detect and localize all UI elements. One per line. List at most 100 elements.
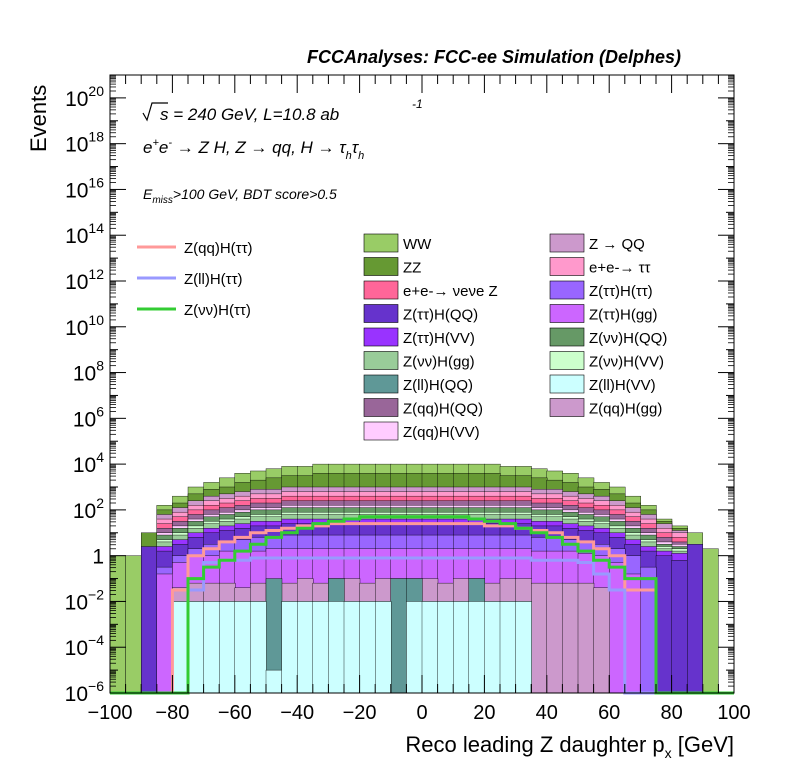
stack-bin bbox=[328, 601, 345, 694]
legend-swatch bbox=[363, 351, 399, 370]
legend-swatch bbox=[549, 351, 585, 370]
axes: −100 −80 −60 −40 −20 0 20 40 60 80 100 10−6 10−4 10−2… bbox=[65, 74, 751, 724]
stack-bin bbox=[484, 601, 501, 694]
y-tick-label: 104 bbox=[73, 449, 104, 477]
legend-swatch bbox=[363, 304, 399, 323]
legend-swatch bbox=[363, 374, 399, 394]
legend-swatch bbox=[363, 233, 399, 253]
legend-swatch bbox=[363, 280, 399, 300]
legend-label: Z(νν)H(gg) bbox=[403, 354, 475, 371]
stack-bin bbox=[265, 669, 283, 694]
stack-bin bbox=[640, 566, 657, 694]
stack-bin bbox=[609, 562, 626, 694]
legend-label: Z(qq)H(ττ) bbox=[184, 240, 253, 257]
stack-bin bbox=[312, 601, 329, 694]
stack-bin bbox=[655, 555, 673, 694]
x-axis-label: Reco leading Z daughter px [GeV] bbox=[405, 732, 734, 761]
x-tick-label: 80 bbox=[660, 702, 682, 724]
stack-bin bbox=[250, 601, 267, 694]
legend-label: e+e-→ ττ bbox=[589, 260, 651, 277]
stack-bin bbox=[390, 578, 407, 694]
stack-bin bbox=[437, 601, 454, 694]
edge-bin bbox=[702, 548, 719, 694]
legend-swatch bbox=[363, 257, 399, 276]
legend-swatch bbox=[549, 327, 585, 347]
legend-swatch bbox=[363, 398, 399, 417]
edge-bin bbox=[140, 546, 157, 694]
edge-bin bbox=[687, 544, 704, 694]
stack-bin bbox=[187, 601, 205, 694]
stack-bin bbox=[593, 587, 610, 694]
legend-label: Z(νν)H(QQ) bbox=[589, 330, 667, 347]
legend-label: Z(νν)H(VV) bbox=[589, 354, 664, 371]
stack-bin bbox=[172, 601, 189, 694]
y-tick-label: 1014 bbox=[65, 220, 104, 248]
legend-label: Z(ττ)H(VV) bbox=[403, 330, 475, 347]
y-tick-label: 1016 bbox=[65, 174, 104, 202]
legend-label: Z(νν)H(ττ) bbox=[184, 302, 251, 319]
stack-bin bbox=[531, 582, 548, 694]
stack-bin bbox=[156, 573, 174, 694]
x-tick-label: 60 bbox=[598, 702, 620, 724]
lumi-exponent: -1 bbox=[412, 97, 423, 111]
sqrt-icon bbox=[142, 102, 168, 122]
y-tick-label: 108 bbox=[73, 358, 104, 386]
annotation-cuts: Emiss>100 GeV, BDT score>0.5 bbox=[143, 186, 337, 206]
x-tick-label: −80 bbox=[155, 702, 189, 724]
stack-bin bbox=[624, 573, 641, 694]
legend-swatch bbox=[549, 374, 585, 394]
stack-bin bbox=[406, 601, 423, 694]
y-tick-label: 106 bbox=[73, 403, 104, 431]
legend-label: Z(ll)H(QQ) bbox=[403, 377, 473, 394]
legend-swatch bbox=[363, 327, 399, 347]
y-tick-label: 10−2 bbox=[65, 586, 105, 614]
legend-swatch bbox=[549, 398, 585, 417]
legend-swatch bbox=[549, 280, 585, 300]
legend-label: Z(ll)H(ττ) bbox=[184, 271, 243, 288]
stack-bin bbox=[218, 601, 236, 694]
stack-bin bbox=[203, 601, 220, 694]
legend-swatch bbox=[549, 304, 585, 323]
x-tick-label: 20 bbox=[473, 702, 495, 724]
stack-bin bbox=[546, 582, 563, 694]
stack-bin bbox=[562, 582, 579, 694]
y-tick-label: 10−4 bbox=[65, 632, 105, 660]
stack-bin bbox=[577, 582, 595, 694]
legend-swatch bbox=[549, 233, 585, 253]
stack-bin bbox=[297, 601, 314, 694]
legend-label: Z(ττ)H(QQ) bbox=[403, 307, 478, 324]
x-tick-label: −40 bbox=[280, 702, 314, 724]
signal-line bbox=[110, 515, 734, 695]
stack-bin bbox=[375, 601, 392, 694]
legend-label: Z(qq)H(gg) bbox=[589, 401, 662, 418]
stack-bin bbox=[671, 560, 688, 694]
annotation-sqrt-s: s = 240 GeV, L=10.8 ab -1 bbox=[142, 97, 423, 124]
x-tick-label: 40 bbox=[536, 702, 558, 724]
legend-swatch bbox=[549, 257, 585, 276]
plot-area bbox=[109, 463, 734, 695]
stack-bin bbox=[499, 601, 517, 694]
y-tick-label: 1012 bbox=[65, 266, 104, 294]
signal-line bbox=[110, 556, 734, 695]
stack-bin bbox=[359, 601, 376, 694]
annotation-process: e+e- → Z H, Z → qq, H → τhτh bbox=[143, 137, 364, 162]
x-tick-label: −60 bbox=[218, 702, 252, 724]
y-tick-label: 1020 bbox=[65, 83, 104, 111]
x-tick-label: 100 bbox=[717, 702, 750, 724]
legend: Z(qq)H(ττ) Z(ll)H(ττ) Z(νν)H(ττ) WW ZZ e+e-→ … bbox=[137, 233, 667, 441]
y-tick-label: 1010 bbox=[65, 312, 104, 340]
stack-bin bbox=[421, 601, 439, 694]
stack-bin bbox=[468, 601, 485, 694]
sqrt-s-text: s = 240 GeV, L=10.8 ab bbox=[160, 105, 339, 124]
stack-bin bbox=[453, 601, 470, 694]
edge-bin bbox=[125, 555, 142, 694]
legend-label: Z(qq)H(VV) bbox=[403, 424, 480, 441]
legend-label: WW bbox=[403, 236, 432, 253]
stack-bin bbox=[234, 601, 252, 694]
legend-label: Z(ττ)H(ττ) bbox=[589, 283, 653, 300]
y-tick-label: 1 bbox=[92, 546, 104, 569]
y-axis-label: Events bbox=[26, 85, 51, 152]
x-tick-label: −100 bbox=[87, 702, 132, 724]
y-tick-label: 1018 bbox=[65, 129, 104, 157]
